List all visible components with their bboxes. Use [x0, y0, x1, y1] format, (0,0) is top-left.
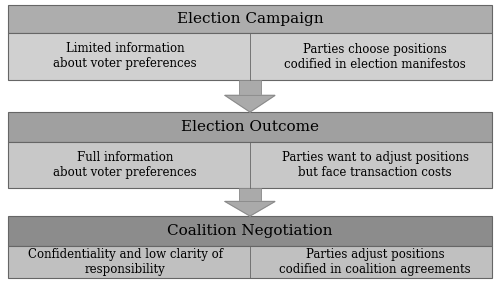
Bar	[8, 246, 492, 278]
Bar	[8, 142, 492, 188]
Text: Coalition Negotiation: Coalition Negotiation	[167, 224, 333, 238]
Text: Parties adjust positions
codified in coalition agreements: Parties adjust positions codified in coa…	[279, 248, 471, 276]
Text: Parties choose positions
codified in election manifestos: Parties choose positions codified in ele…	[284, 42, 466, 70]
Text: Full information
about voter preferences: Full information about voter preferences	[53, 151, 197, 179]
Bar	[8, 216, 492, 246]
Text: Limited information
about voter preferences: Limited information about voter preferen…	[53, 42, 197, 70]
Text: Election Outcome: Election Outcome	[181, 120, 319, 134]
Bar	[8, 112, 492, 142]
Text: Election Campaign: Election Campaign	[176, 12, 324, 26]
Bar	[239, 188, 261, 201]
Bar	[8, 5, 492, 33]
Polygon shape	[225, 95, 275, 112]
Polygon shape	[225, 201, 275, 216]
Text: Confidentiality and low clarity of
responsibility: Confidentiality and low clarity of respo…	[28, 248, 222, 276]
Text: Parties want to adjust positions
but face transaction costs: Parties want to adjust positions but fac…	[282, 151, 469, 179]
Bar	[239, 80, 261, 95]
Bar	[8, 33, 492, 80]
